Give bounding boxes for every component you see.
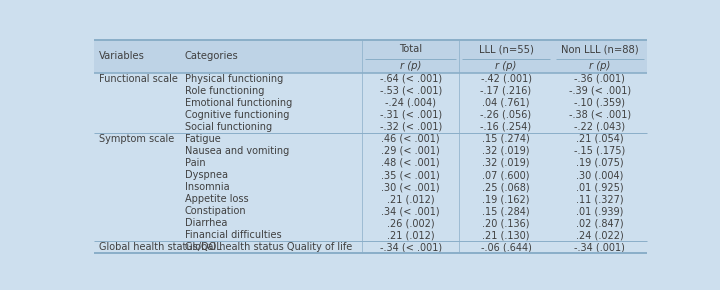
Text: r (p): r (p): [589, 61, 611, 71]
Text: LLL (n=55): LLL (n=55): [479, 44, 534, 54]
Text: .46 (< .001): .46 (< .001): [382, 134, 440, 144]
Text: Global health status Quality of life: Global health status Quality of life: [184, 242, 352, 252]
Text: -.42 (.001): -.42 (.001): [480, 74, 531, 84]
Text: -.16 (.254): -.16 (.254): [480, 122, 531, 132]
Text: .21 (.130): .21 (.130): [482, 230, 530, 240]
Text: .04 (.761): .04 (.761): [482, 98, 530, 108]
Text: .34 (< .001): .34 (< .001): [382, 206, 440, 216]
Text: -.38 (< .001): -.38 (< .001): [569, 110, 631, 120]
Text: Cognitive functioning: Cognitive functioning: [184, 110, 289, 120]
Text: .19 (.162): .19 (.162): [482, 194, 530, 204]
Text: .24 (.022): .24 (.022): [576, 230, 624, 240]
Text: .21 (.054): .21 (.054): [576, 134, 624, 144]
Text: .01 (.939): .01 (.939): [576, 206, 624, 216]
Text: .30 (< .001): .30 (< .001): [382, 182, 440, 192]
Text: Categories: Categories: [184, 51, 238, 61]
Text: -.10 (.359): -.10 (.359): [575, 98, 626, 108]
Text: r (p): r (p): [400, 61, 421, 71]
Text: .20 (.136): .20 (.136): [482, 218, 530, 228]
Text: .26 (.002): .26 (.002): [387, 218, 435, 228]
Text: Functional scale: Functional scale: [99, 74, 178, 84]
Text: -.36 (.001): -.36 (.001): [575, 74, 626, 84]
Text: .07 (.600): .07 (.600): [482, 170, 530, 180]
Text: -.24 (.004): -.24 (.004): [385, 98, 436, 108]
Text: -.39 (< .001): -.39 (< .001): [569, 86, 631, 96]
Text: .11 (.327): .11 (.327): [576, 194, 624, 204]
Text: .29 (< .001): .29 (< .001): [382, 146, 440, 156]
Bar: [94, 40, 647, 73]
Text: Social functioning: Social functioning: [184, 122, 271, 132]
Text: -.22 (.043): -.22 (.043): [575, 122, 626, 132]
Text: .02 (.847): .02 (.847): [576, 218, 624, 228]
Text: Global health status/QOL: Global health status/QOL: [99, 242, 222, 252]
Text: .21 (.012): .21 (.012): [387, 194, 435, 204]
Text: .25 (.068): .25 (.068): [482, 182, 530, 192]
Text: Insomnia: Insomnia: [184, 182, 229, 192]
Text: Appetite loss: Appetite loss: [184, 194, 248, 204]
Text: -.34 (< .001): -.34 (< .001): [379, 242, 442, 252]
Text: .01 (.925): .01 (.925): [576, 182, 624, 192]
Text: .15 (.274): .15 (.274): [482, 134, 530, 144]
Text: Diarrhea: Diarrhea: [184, 218, 227, 228]
Text: .48 (< .001): .48 (< .001): [382, 158, 440, 168]
Text: .32 (.019): .32 (.019): [482, 158, 530, 168]
Text: -.53 (< .001): -.53 (< .001): [379, 86, 442, 96]
Text: .19 (.075): .19 (.075): [576, 158, 624, 168]
Text: -.31 (< .001): -.31 (< .001): [379, 110, 442, 120]
Text: .30 (.004): .30 (.004): [576, 170, 624, 180]
Text: -.17 (.216): -.17 (.216): [480, 86, 531, 96]
Text: Physical functioning: Physical functioning: [184, 74, 283, 84]
Text: Constipation: Constipation: [184, 206, 246, 216]
Text: Role functioning: Role functioning: [184, 86, 264, 96]
Text: Non LLL (n=88): Non LLL (n=88): [561, 44, 639, 54]
Text: Nausea and vomiting: Nausea and vomiting: [184, 146, 289, 156]
Text: Dyspnea: Dyspnea: [184, 170, 228, 180]
Text: -.64 (< .001): -.64 (< .001): [379, 74, 442, 84]
Text: -.32 (< .001): -.32 (< .001): [379, 122, 442, 132]
Text: Variables: Variables: [99, 51, 145, 61]
Text: Symptom scale: Symptom scale: [99, 134, 174, 144]
Text: -.06 (.644): -.06 (.644): [480, 242, 531, 252]
Text: -.15 (.175): -.15 (.175): [575, 146, 626, 156]
Text: .21 (.012): .21 (.012): [387, 230, 435, 240]
Text: .32 (.019): .32 (.019): [482, 146, 530, 156]
Text: .15 (.284): .15 (.284): [482, 206, 530, 216]
Text: Total: Total: [399, 44, 423, 54]
Text: Pain: Pain: [184, 158, 205, 168]
Text: Fatigue: Fatigue: [184, 134, 220, 144]
Text: r (p): r (p): [495, 61, 517, 71]
Text: Emotional functioning: Emotional functioning: [184, 98, 292, 108]
Text: Financial difficulties: Financial difficulties: [184, 230, 282, 240]
Text: .35 (< .001): .35 (< .001): [382, 170, 440, 180]
Text: -.34 (.001): -.34 (.001): [575, 242, 626, 252]
Text: -.26 (.056): -.26 (.056): [480, 110, 531, 120]
